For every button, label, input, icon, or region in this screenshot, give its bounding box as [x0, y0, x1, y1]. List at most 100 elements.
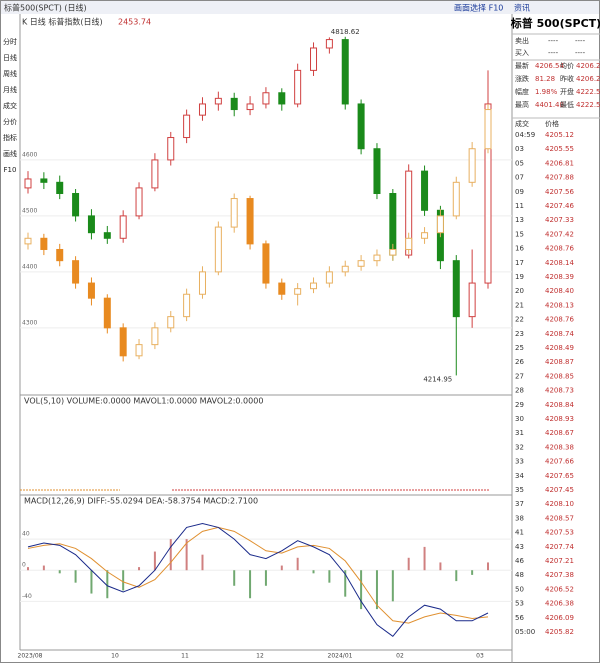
tick-cell: 4206.38	[545, 600, 574, 608]
tick-cell: 4208.85	[545, 372, 574, 380]
y-tick-label: 40	[22, 531, 30, 538]
quote-cell: 昨收	[560, 74, 574, 83]
x-label: 12	[256, 653, 264, 660]
ticks-header: 成交	[515, 119, 529, 128]
candle-body	[167, 316, 175, 329]
header-title: 标普500(SPCT) (日线)	[4, 3, 87, 13]
tick-cell: 4208.10	[545, 500, 574, 508]
tick-cell: 27	[515, 372, 524, 380]
tick-cell: 43	[515, 543, 524, 551]
tick-cell: 53	[515, 600, 524, 608]
candle-body	[119, 327, 127, 357]
toolbar-item: 分价	[3, 117, 17, 126]
tick-cell: 4207.38	[545, 571, 574, 579]
candle-body	[230, 97, 238, 111]
quote-cell: 最低	[560, 100, 574, 109]
tick-cell: 4206.52	[545, 585, 574, 593]
candle-body	[405, 237, 413, 250]
tick-cell: 4208.57	[545, 514, 574, 522]
quote-cell: 4206.26	[576, 62, 600, 70]
candle-body	[421, 232, 429, 239]
bid-ask-cell: ----	[575, 49, 586, 57]
toolbar-item: 成交	[3, 101, 17, 110]
toolbar-item: 分时	[3, 37, 17, 46]
quote-cell: 涨跌	[515, 74, 529, 83]
diff-line	[27, 523, 489, 638]
tick-cell: 4207.56	[545, 188, 574, 196]
quote-cell: 1.98%	[535, 88, 558, 96]
tick-cell: 4208.76	[545, 316, 574, 324]
candle-body	[24, 178, 32, 189]
tick-cell: 03	[515, 145, 524, 153]
bid-ask-cell: ----	[575, 37, 586, 45]
quote-cell: 81.28	[535, 75, 555, 83]
tick-cell: 4208.38	[545, 443, 574, 451]
tick-cell: 04:59	[515, 131, 535, 139]
candle-body	[87, 215, 95, 234]
tick-cell: 41	[515, 529, 524, 537]
tick-cell: 4207.88	[545, 174, 574, 182]
candle-body	[72, 193, 80, 217]
toolbar-item: 日线	[3, 53, 17, 62]
tick-cell: 4208.84	[545, 401, 574, 409]
candle-body	[373, 254, 381, 262]
tick-cell: 4206.81	[545, 159, 574, 167]
y-tick-label: 0	[22, 562, 26, 569]
tick-cell: 17	[515, 259, 524, 267]
x-label: 2024/01	[328, 653, 353, 660]
tick-cell: 4208.93	[545, 415, 574, 423]
header-button: F10	[489, 4, 504, 13]
tick-cell: 33	[515, 458, 524, 466]
toolbar-item: 月线	[3, 85, 17, 94]
candle-body	[405, 170, 413, 256]
tick-cell: 15	[515, 230, 524, 238]
candle-body	[436, 215, 444, 234]
candle-body	[119, 215, 127, 239]
tick-cell: 4207.33	[545, 216, 574, 224]
tick-cell: 4207.65	[545, 472, 574, 480]
tick-cell: 4208.73	[545, 387, 574, 395]
tick-cell: 34	[515, 472, 524, 480]
tick-cell: 38	[515, 514, 524, 522]
candle-body	[389, 248, 397, 256]
x-label: 02	[396, 653, 404, 660]
tick-cell: 28	[515, 387, 524, 395]
quote-cell: 幅度	[515, 87, 529, 96]
candle-body	[484, 109, 492, 150]
tick-cell: 4208.87	[545, 358, 574, 366]
tick-cell: 4207.74	[545, 543, 574, 551]
y-tick-label: 4500	[22, 207, 37, 214]
tick-cell: 23	[515, 330, 524, 338]
x-label: 11	[181, 653, 189, 660]
candle-body	[294, 69, 302, 105]
header-button: 资讯	[514, 3, 530, 13]
quote-cell: 最新	[515, 61, 529, 70]
candle-body	[357, 103, 365, 150]
candle-body	[214, 97, 222, 105]
tick-cell: 4207.66	[545, 458, 574, 466]
tick-cell: 31	[515, 429, 524, 437]
tick-cell: 05	[515, 159, 524, 167]
top-bar	[1, 1, 599, 14]
tick-cell: 4206.09	[545, 614, 574, 622]
candle-body	[262, 243, 270, 284]
quote-cell: 均价	[560, 61, 574, 70]
tick-cell: 4207.46	[545, 202, 574, 210]
candle-body	[56, 181, 64, 195]
low-annotation: 4214.95	[423, 375, 452, 383]
price-label-value: 2453.74	[118, 18, 151, 27]
tick-cell: 32	[515, 443, 524, 451]
quote-cell: 开盘	[560, 87, 574, 96]
candle-body	[135, 344, 143, 357]
dea-line	[27, 526, 489, 624]
candle-body	[214, 226, 222, 273]
x-label: 03	[476, 653, 484, 660]
candle-body	[278, 92, 286, 105]
candle-body	[103, 232, 111, 239]
candle-body	[262, 92, 270, 105]
high-annotation: 4818.62	[331, 28, 360, 36]
toolbar-item: 画线	[3, 149, 17, 158]
tick-cell: 07	[515, 174, 524, 182]
tick-cell: 4208.76	[545, 245, 574, 253]
